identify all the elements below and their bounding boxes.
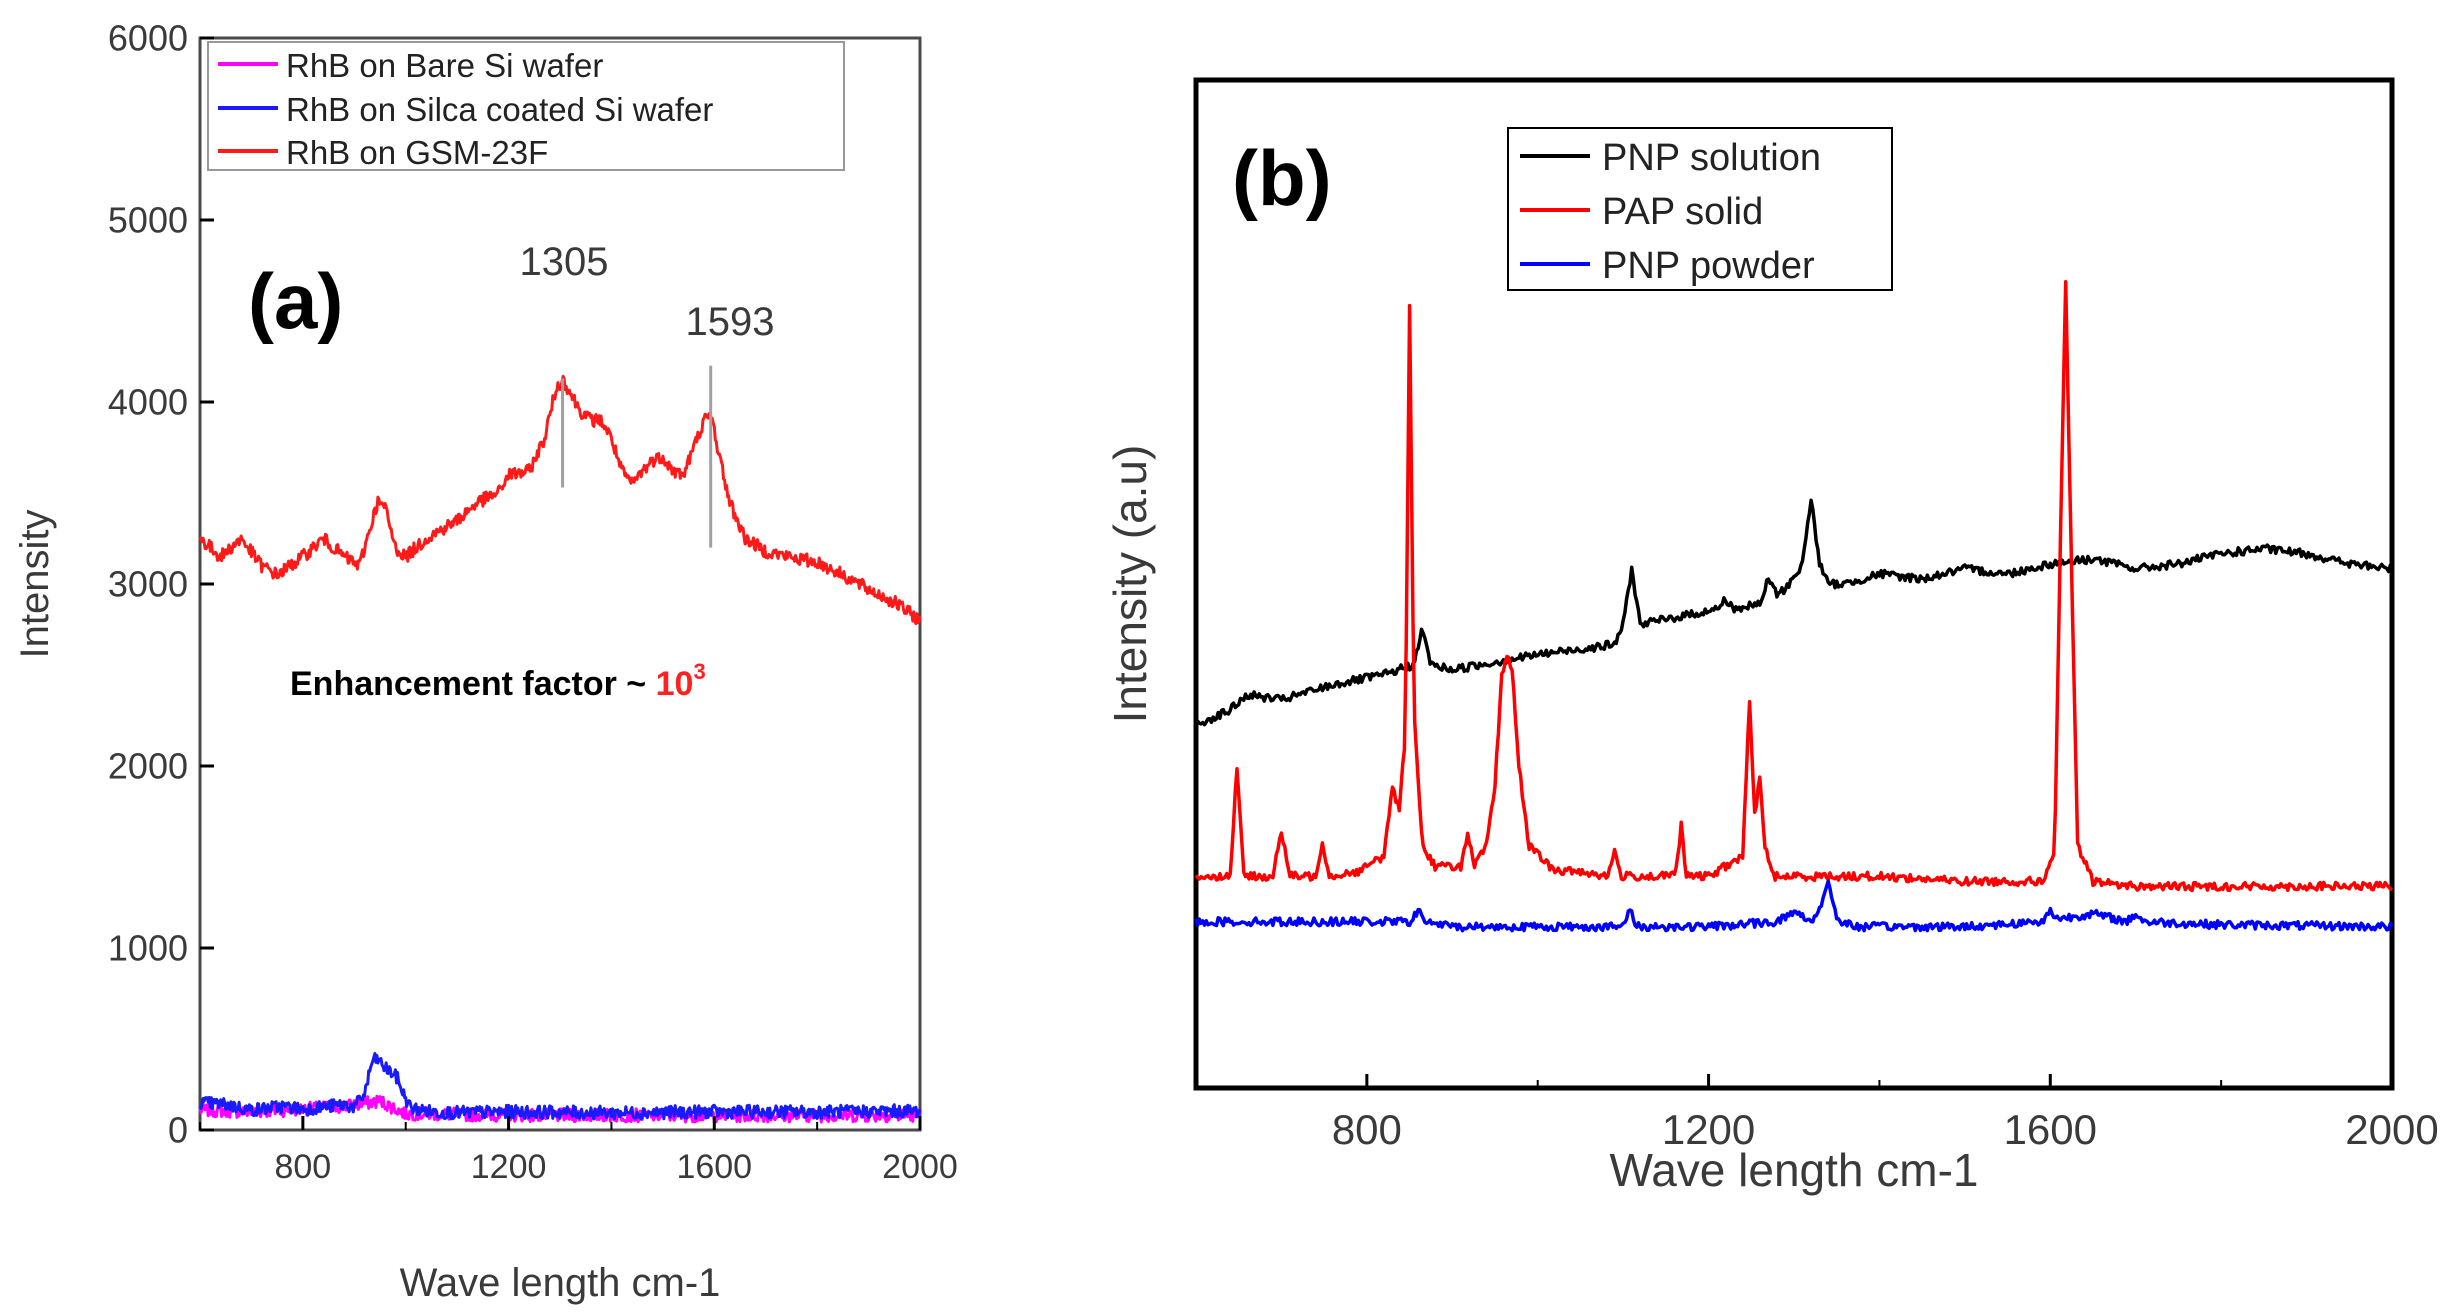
enhancement-note: Enhancement factor ~ 103 <box>290 659 706 703</box>
x-tick-label: 800 <box>274 1148 331 1186</box>
panel-a-label: (a) <box>248 257 343 345</box>
x-tick-label: 2000 <box>882 1148 958 1186</box>
series-line-pap-solid <box>1194 280 2393 893</box>
panel-a-ticks: 800 1200 1600 2000 0 1000 2000 3000 4000 5000 6000 <box>108 18 958 1186</box>
enhancement-note-exp: 3 <box>693 659 705 684</box>
legend-label-gsm: RhB on GSM-23F <box>286 134 548 171</box>
x-tick-label: 800 <box>1332 1106 1402 1153</box>
panel-b-ylabel: Intensity (a.u) <box>1104 445 1156 724</box>
enhancement-note-prefix: Enhancement factor ~ <box>290 665 656 703</box>
series-line-rhb-on-silca-coated-si-wafer <box>198 1052 922 1121</box>
y-tick-label: 2000 <box>108 746 188 787</box>
y-tick-label: 4000 <box>108 382 188 423</box>
panel-a-frame <box>198 36 922 1132</box>
panel-a-xlabel: Wave length cm-1 <box>400 1261 721 1305</box>
enhancement-note-base: 10 <box>656 665 694 703</box>
series-line-pnp-powder <box>1194 879 2394 933</box>
legend-label-silica-si: RhB on Silca coated Si wafer <box>286 91 713 128</box>
series-line-rhb-on-gsm-23f <box>198 374 922 626</box>
panel-b-label: (b) <box>1232 134 1332 222</box>
panel-a-series <box>198 374 922 1124</box>
y-tick-label: 1000 <box>108 928 188 969</box>
panel-b-xlabel: Wave length cm-1 <box>1610 1144 1979 1196</box>
legend-label-pnp-powder: PNP powder <box>1602 245 1815 287</box>
panel-b-frame <box>1193 77 2395 1091</box>
series-line-pnp-solution <box>1194 498 2394 727</box>
y-tick-label: 6000 <box>108 18 188 59</box>
legend-label-pap-solid: PAP solid <box>1602 191 1763 233</box>
x-tick-label: 1200 <box>471 1148 547 1186</box>
legend-label-bare-si: RhB on Bare Si wafer <box>286 47 603 84</box>
x-tick-label: 1600 <box>2004 1106 2097 1153</box>
x-tick-label: 2000 <box>2345 1106 2438 1153</box>
legend-label-pnp-solution: PNP solution <box>1602 137 1821 179</box>
annotation-1305: 1305 <box>520 240 609 284</box>
annotation-1593: 1593 <box>686 300 775 344</box>
x-tick-label: 1200 <box>1662 1106 1755 1153</box>
panel-b-series <box>1194 280 2394 933</box>
panel-a-legend-box <box>207 41 845 171</box>
panel-b: 800 1200 1600 2000 (b) PNP solution PAP sol… <box>1104 77 2439 1196</box>
y-tick-label: 3000 <box>108 564 188 605</box>
panel-a-ylabel: Intensity <box>13 510 57 659</box>
y-tick-label: 0 <box>168 1110 188 1151</box>
panel-b-ticks: 800 1200 1600 2000 <box>1195 1074 2439 1153</box>
panel-a: 800 1200 1600 2000 0 1000 2000 3000 4000 5000 6000… <box>13 18 958 1305</box>
x-tick-label: 1600 <box>676 1148 752 1186</box>
y-tick-label: 5000 <box>108 200 188 241</box>
